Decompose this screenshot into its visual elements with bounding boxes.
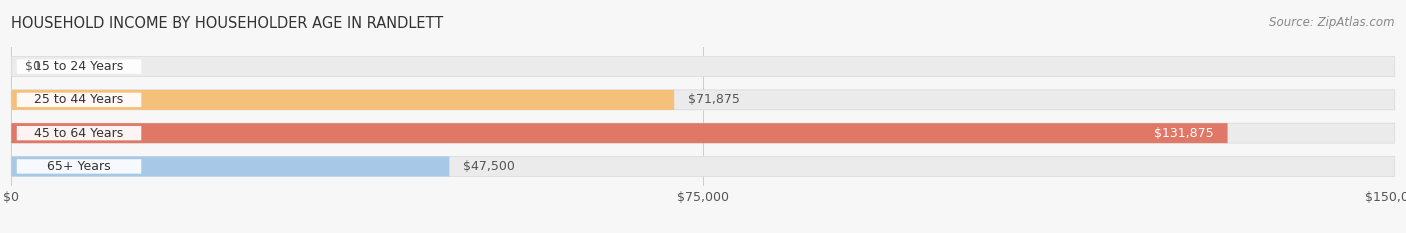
Text: 65+ Years: 65+ Years — [48, 160, 111, 173]
FancyBboxPatch shape — [11, 156, 1395, 176]
FancyBboxPatch shape — [11, 90, 1395, 110]
Text: 25 to 44 Years: 25 to 44 Years — [34, 93, 124, 106]
Text: Source: ZipAtlas.com: Source: ZipAtlas.com — [1270, 16, 1395, 29]
Text: $47,500: $47,500 — [463, 160, 515, 173]
Text: $71,875: $71,875 — [688, 93, 740, 106]
FancyBboxPatch shape — [17, 159, 141, 174]
Text: 45 to 64 Years: 45 to 64 Years — [34, 127, 124, 140]
FancyBboxPatch shape — [11, 90, 675, 110]
Text: $0: $0 — [25, 60, 41, 73]
FancyBboxPatch shape — [17, 126, 141, 140]
FancyBboxPatch shape — [11, 156, 450, 176]
Text: $131,875: $131,875 — [1154, 127, 1213, 140]
Text: HOUSEHOLD INCOME BY HOUSEHOLDER AGE IN RANDLETT: HOUSEHOLD INCOME BY HOUSEHOLDER AGE IN R… — [11, 16, 443, 31]
FancyBboxPatch shape — [11, 123, 1227, 143]
FancyBboxPatch shape — [11, 123, 1395, 143]
FancyBboxPatch shape — [17, 93, 141, 107]
FancyBboxPatch shape — [17, 59, 141, 74]
Text: 15 to 24 Years: 15 to 24 Years — [34, 60, 124, 73]
FancyBboxPatch shape — [11, 57, 1395, 77]
